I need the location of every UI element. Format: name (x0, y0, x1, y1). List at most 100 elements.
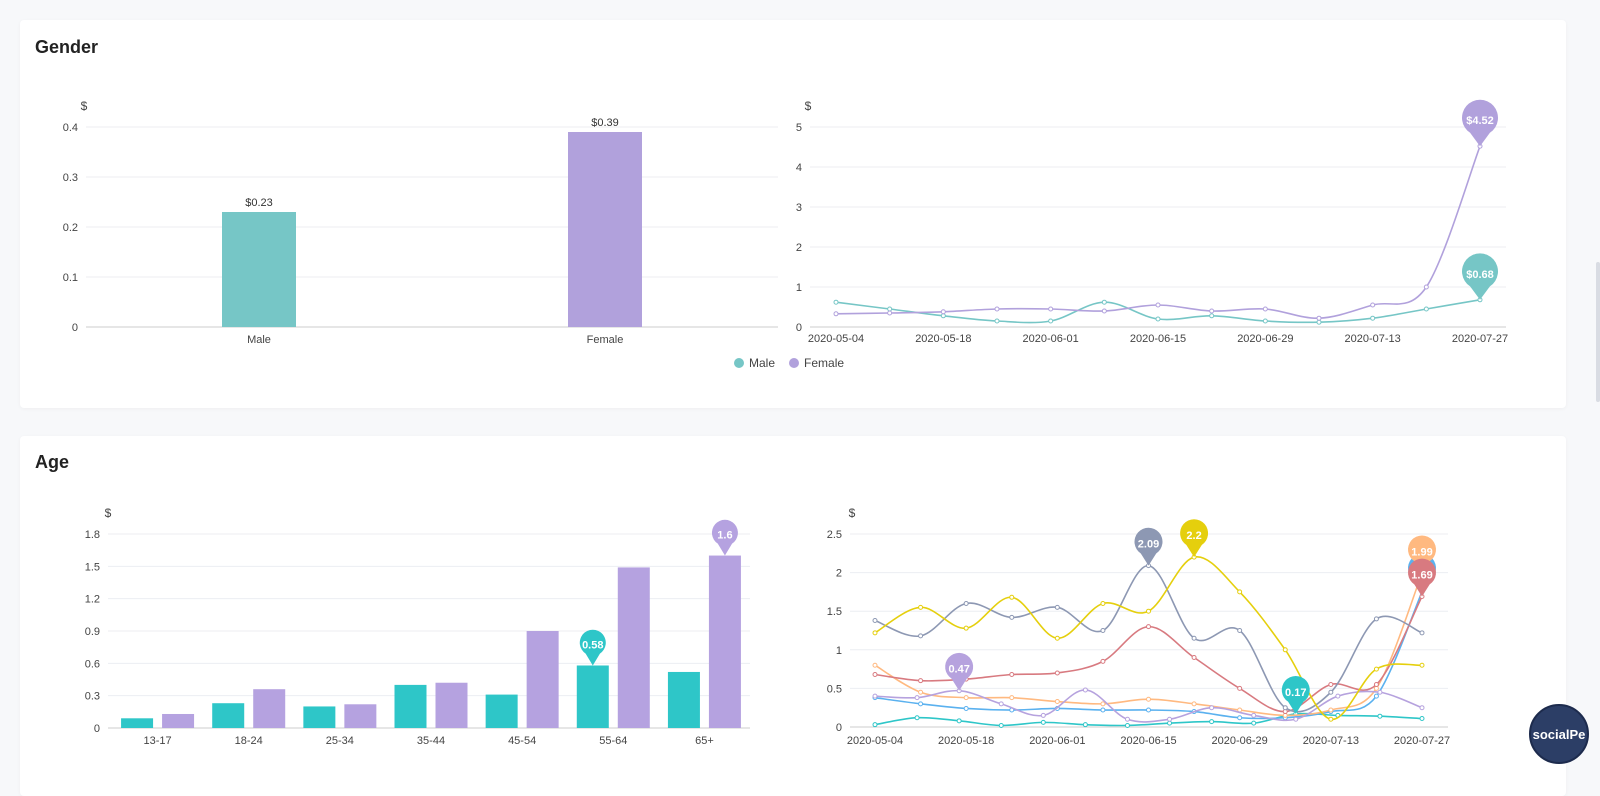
point-55-64 (963, 600, 969, 606)
gender-line-xtick: 2020-07-13 (1345, 333, 1401, 345)
pin-35-44-pin-label: 1.69 (1411, 570, 1432, 582)
point-55-64 (918, 633, 924, 639)
line-female (835, 145, 1481, 320)
age-bar-male-pin (579, 629, 606, 666)
age-bar-male-13-17 (121, 718, 154, 728)
age-bar-ytick: 1.8 (85, 529, 100, 541)
gender-legend[interactable]: Male Female (734, 356, 844, 370)
pin-female-pin-label: $4.52 (1466, 115, 1494, 127)
gender-line-xtick: 2020-05-18 (915, 333, 971, 345)
age-line-unit-label: $ (849, 506, 856, 520)
point-35-44 (1009, 672, 1015, 678)
age-bar-female-pin (711, 519, 738, 556)
gender-bar-ytick: 0.2 (63, 222, 78, 234)
point-25-34 (872, 662, 878, 668)
legend-item-female[interactable]: Female (789, 356, 844, 370)
point-18-24 (1237, 715, 1243, 721)
point-male (994, 318, 1000, 324)
age-line-ytick: 0.5 (827, 683, 842, 695)
age-bar-male-18-24 (212, 703, 245, 728)
gender-bar-unit-label: $ (81, 99, 88, 113)
bar-label-male: $0.23 (245, 197, 273, 209)
point-13-17 (1209, 719, 1215, 725)
gender-line-ytick: 5 (796, 122, 802, 134)
point-45-54 (1419, 705, 1425, 711)
legend-label-male: Male (749, 356, 776, 370)
point-25-34 (1009, 695, 1015, 701)
point-male (887, 306, 893, 312)
point-male (940, 313, 946, 319)
gender-bar-ytick: 0.3 (63, 172, 78, 184)
point-65+ (963, 625, 969, 631)
gender-line-ytick: 2 (796, 242, 802, 254)
point-65+ (872, 630, 878, 636)
pin-45-54-pin (945, 652, 974, 691)
point-65+ (1146, 608, 1151, 614)
point-18-24 (1100, 707, 1106, 713)
pin-13-17-pin (1281, 675, 1310, 714)
age-bar-unit-label: $ (105, 506, 112, 520)
gender-line-xtick: 2020-06-15 (1130, 333, 1186, 345)
point-13-17 (1377, 713, 1383, 719)
point-65+ (1419, 662, 1425, 668)
point-13-17 (872, 722, 878, 728)
point-55-64 (1009, 614, 1015, 620)
age-line-ytick: 1 (836, 645, 842, 657)
age-line-xtick: 2020-07-13 (1303, 735, 1359, 747)
point-25-34 (1146, 696, 1151, 702)
point-13-17 (1124, 722, 1130, 728)
point-18-24 (918, 701, 924, 707)
bar-male (222, 212, 296, 327)
age-xtick-65+: 65+ (695, 735, 714, 747)
age-bar-female-pin-label: 1.6 (717, 530, 732, 542)
point-male (1423, 306, 1429, 312)
gender-line-ytick: 0 (796, 322, 802, 334)
brand-badge[interactable]: socialPe (1529, 704, 1589, 764)
age-bar-ytick: 1.5 (85, 561, 100, 573)
point-35-44 (918, 678, 924, 684)
point-65+ (1009, 594, 1015, 600)
point-55-64 (1373, 616, 1379, 622)
age-line-xtick: 2020-07-27 (1394, 735, 1450, 747)
point-65+ (1054, 635, 1060, 641)
pin-13-17-pin-label: 0.17 (1285, 687, 1306, 699)
scrollbar[interactable] (1596, 262, 1600, 402)
legend-item-male[interactable]: Male (734, 356, 775, 370)
point-18-24 (1373, 693, 1379, 699)
point-13-17 (914, 715, 920, 721)
gender-line-ytick: 1 (796, 282, 802, 294)
point-female (1209, 308, 1215, 314)
point-55-64 (872, 617, 878, 623)
age-bar-male-45-54 (485, 694, 518, 728)
point-45-54 (914, 695, 920, 701)
point-male (833, 299, 839, 305)
pin-25-34-pin (1408, 535, 1437, 574)
xtick-male: Male (247, 334, 271, 346)
point-35-44 (1237, 685, 1243, 691)
point-35-44 (1100, 658, 1106, 664)
point-female (1423, 284, 1429, 290)
point-55-64 (1100, 628, 1106, 633)
point-55-64 (1282, 705, 1288, 711)
age-line-xtick: 2020-05-18 (938, 735, 994, 747)
pin-45-54-pin-label: 0.47 (948, 664, 969, 676)
point-25-34 (1100, 701, 1106, 707)
gender-line-xtick: 2020-05-04 (808, 333, 864, 345)
age-xtick-18-24: 18-24 (235, 735, 263, 747)
point-female (1101, 308, 1107, 314)
point-35-44 (1054, 670, 1060, 676)
age-line-ytick: 2 (836, 568, 842, 580)
age-bar-ytick: 0.9 (85, 626, 100, 638)
point-45-54 (1251, 712, 1257, 718)
point-female (1155, 302, 1161, 308)
point-13-17 (1082, 722, 1088, 728)
point-25-34 (1328, 707, 1334, 713)
age-bar-female-35-44 (435, 682, 468, 728)
gender-line-ytick: 4 (796, 162, 802, 174)
gender-line-ytick: 3 (796, 202, 802, 214)
point-45-54 (1335, 693, 1341, 699)
point-25-34 (963, 695, 969, 701)
point-45-54 (1082, 687, 1088, 693)
age-title: Age (35, 452, 70, 472)
point-55-64 (1419, 630, 1425, 636)
